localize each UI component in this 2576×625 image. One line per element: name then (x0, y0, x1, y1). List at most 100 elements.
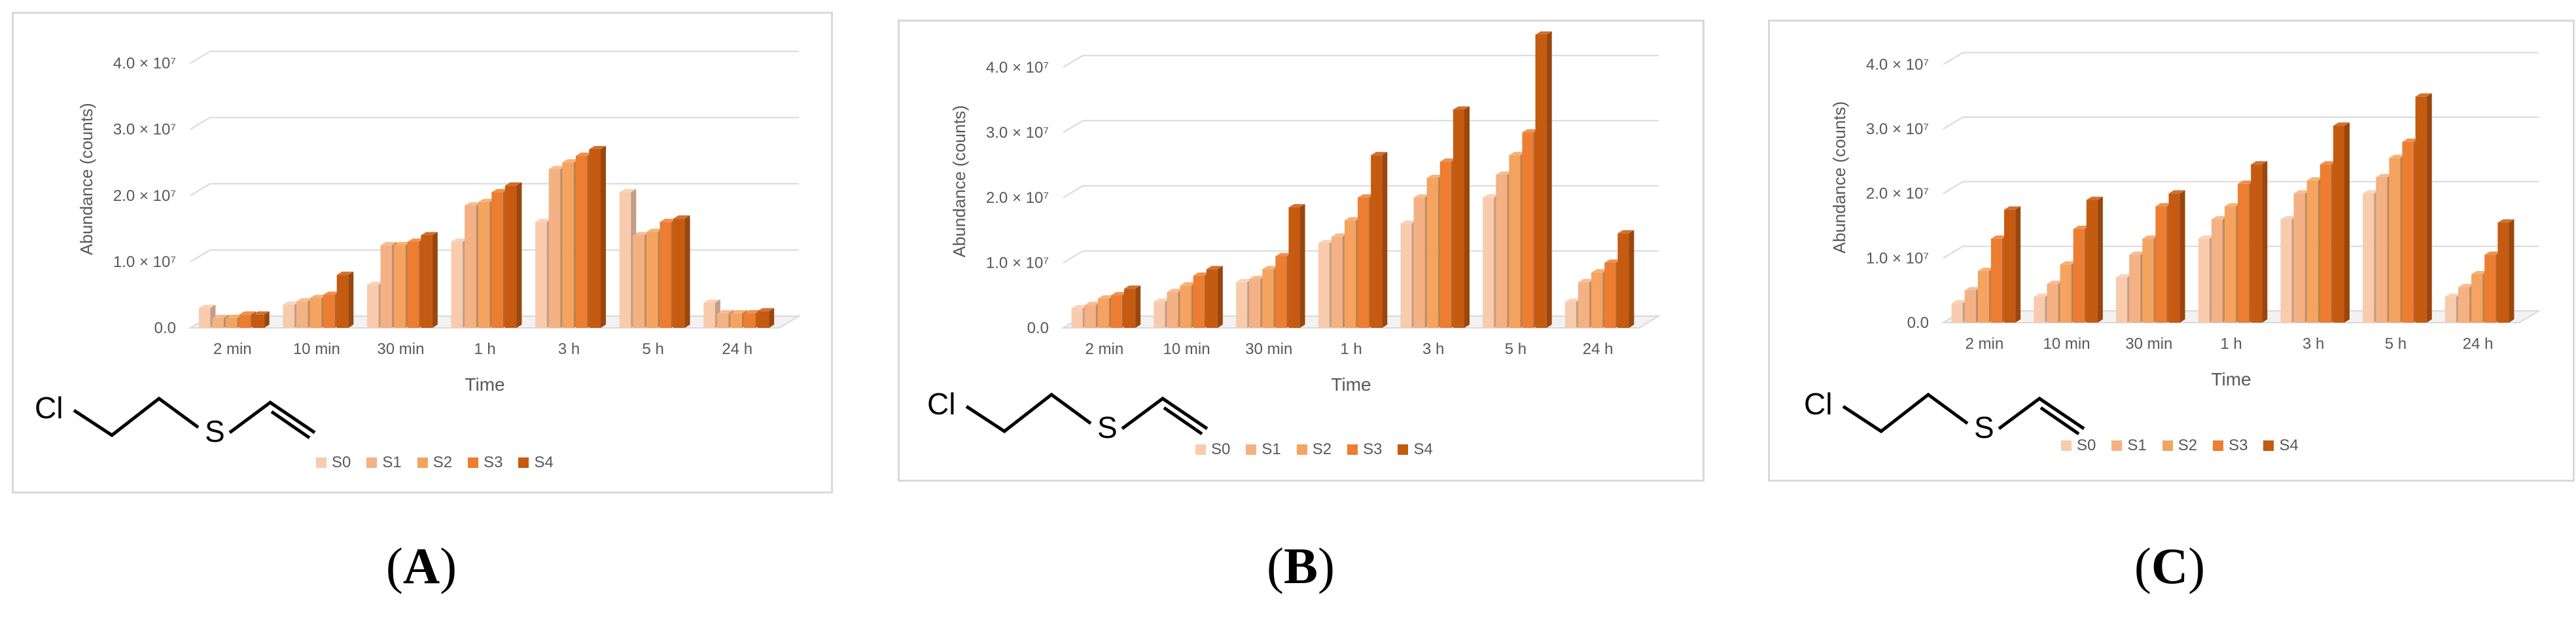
bar-top (1071, 305, 1088, 309)
bar-top (1951, 300, 1968, 304)
bar-top (589, 146, 606, 149)
bar-front (2238, 183, 2250, 323)
bar-top (2333, 122, 2350, 126)
bar-front (2116, 277, 2128, 323)
bar-top (535, 219, 552, 223)
bar-top (1564, 298, 1581, 302)
bar-front (1344, 220, 1356, 328)
bar-top (1426, 175, 1443, 179)
bar-top (1262, 266, 1279, 270)
panel-label-close: ) (1318, 537, 1335, 594)
bar-front (2073, 228, 2085, 323)
chart-a-legend: S0 S1 S2 S3 S4 (316, 454, 554, 472)
bar-top (323, 291, 340, 295)
bar-top (2484, 251, 2501, 255)
gridline (1063, 250, 1084, 264)
bar-side (769, 308, 775, 328)
bar-top (1318, 240, 1335, 243)
bar-front (2060, 264, 2072, 323)
bar-top (367, 281, 384, 285)
bar-s4-0 (253, 311, 270, 328)
bar-top (226, 314, 243, 318)
x-tick-label: 1 h (474, 340, 495, 358)
bar-front (646, 232, 658, 328)
bar-front (1413, 197, 1425, 328)
bar-front (1288, 207, 1300, 328)
bar-top (2306, 177, 2323, 181)
bar-front (1167, 292, 1178, 328)
panel-label-close: ) (2188, 537, 2206, 594)
bar-side (2015, 206, 2021, 323)
bar-side (264, 311, 270, 328)
legend-label-s3: S3 (484, 454, 503, 471)
bar-front (619, 192, 631, 328)
bar-top (730, 310, 747, 313)
bar-s4-1 (336, 272, 354, 328)
bar-front (1951, 303, 1963, 323)
legend-item-s3: S3 (468, 454, 503, 472)
bar-s4-3 (504, 182, 522, 328)
legend-item-s2: S2 (417, 454, 452, 472)
legend-swatch-s4 (1398, 444, 1409, 455)
bar-top (1344, 217, 1362, 221)
bar-front (660, 222, 671, 328)
bar-side (1629, 230, 1634, 328)
bar-top (1097, 295, 1114, 299)
legend-swatch-s2 (2162, 440, 2173, 451)
bar-top (633, 232, 650, 236)
bar-s4-2 (421, 232, 438, 328)
bar-front (1124, 289, 1136, 328)
bar-front (1206, 269, 1218, 328)
bar-top (1180, 282, 1197, 286)
bar-top (1591, 269, 1608, 273)
legend-swatch-s2 (417, 457, 428, 468)
molecule-structure-b: Cl S (927, 387, 1209, 444)
bar-top (1358, 194, 1375, 198)
bar-top (2251, 161, 2268, 165)
bar-top (2129, 251, 2146, 255)
bar-top (1206, 266, 1223, 270)
bar-front (323, 295, 335, 328)
legend-label-s0: S0 (332, 454, 351, 471)
bar-top (2211, 216, 2228, 220)
bar-top (1977, 268, 1994, 272)
bar-top (2004, 206, 2021, 210)
bar-front (2363, 193, 2374, 323)
bar-s3-0 (1110, 292, 1128, 328)
panel-label-open: ( (1267, 537, 1284, 594)
molecule-bonds (73, 396, 200, 438)
bar-top (1483, 194, 1500, 198)
bar-s0-0 (198, 304, 216, 328)
bar-front (2129, 255, 2141, 323)
bar-top (2047, 280, 2064, 284)
bar-top (1084, 302, 1101, 306)
bar-front (2458, 287, 2470, 323)
legend-swatch-s1 (366, 457, 378, 468)
bar-s4-5 (1535, 31, 1552, 328)
bar-top (2060, 261, 2077, 265)
y-tick-label: 1.0 × 10⁷ (113, 253, 176, 271)
bar-top (2497, 219, 2514, 223)
bar-front (1236, 282, 1248, 328)
x-tick-label: 3 h (1422, 340, 1444, 358)
y-tick-label: 3.0 × 10⁷ (113, 121, 176, 139)
bar-top (2376, 174, 2393, 177)
x-tick-label: 3 h (2303, 335, 2324, 353)
bar-top (478, 198, 495, 202)
bar-front (2471, 274, 2483, 323)
bar-front (1604, 262, 1616, 328)
bar-s2-6 (2471, 271, 2488, 323)
bar-front (1964, 290, 1976, 323)
y-tick-label: 2.0 × 10⁷ (113, 187, 176, 205)
y-tick-label: 4.0 × 10⁷ (986, 59, 1049, 77)
bar-s4-1 (2086, 196, 2103, 323)
bar-top (491, 188, 508, 192)
bar-front (2211, 219, 2223, 323)
bar-side (1299, 204, 1305, 328)
bar-front (226, 317, 238, 328)
molecule-double-bond (1163, 406, 1203, 436)
bar-front (1154, 302, 1165, 328)
legend-label-s1: S1 (1262, 440, 1281, 458)
bar-top (1124, 285, 1141, 289)
bar-top (1249, 276, 1266, 279)
